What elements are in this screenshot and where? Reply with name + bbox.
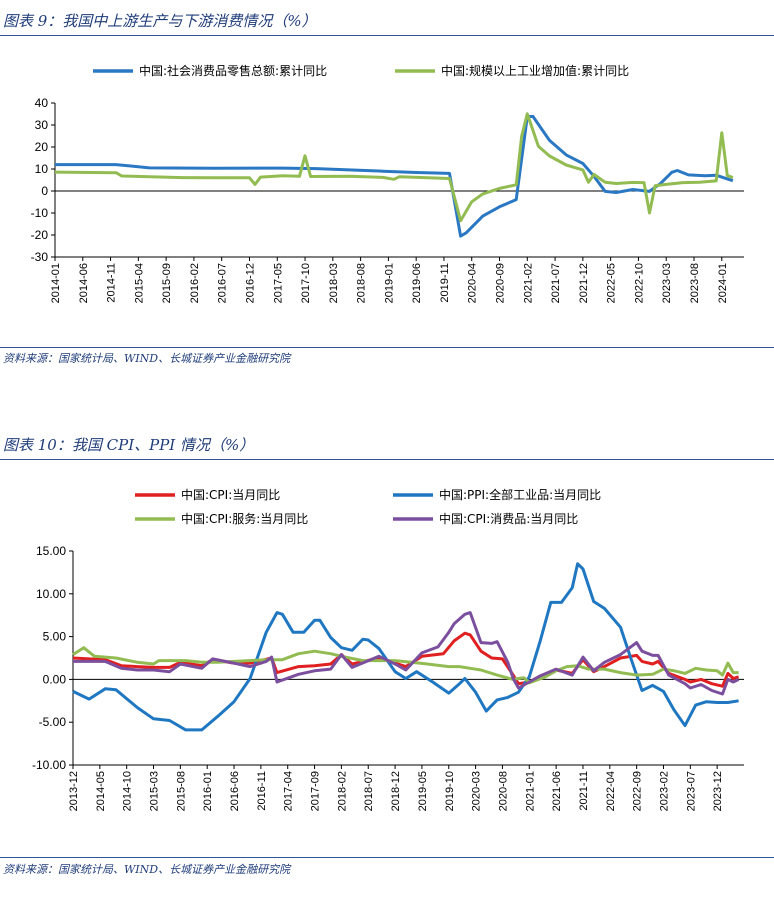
y-tick-label: -10 [31, 206, 49, 220]
y-tick-label: 30 [35, 118, 49, 132]
x-tick-label: 2023-02 [658, 771, 670, 811]
x-tick-label: 2022-09 [632, 771, 644, 811]
x-tick-label: 2016-06 [229, 771, 241, 811]
series-line-2 [54, 112, 734, 223]
x-tick-label: 2018-12 [390, 771, 402, 811]
x-tick-label: 2023-08 [689, 263, 701, 303]
x-tick-label: 2023-07 [685, 771, 697, 811]
chart-2-svg: 中国:CPI:当月同比 中国:PPI:全部工业品:当月同比中国:CPI:服务:当月… [32, 487, 744, 811]
x-tick-label: 2021-02 [522, 263, 534, 303]
legend-label-2: 中国:PPI:全部工业品:当月同比 [439, 487, 601, 502]
y-tick-label: -20 [31, 228, 49, 242]
x-tick-label: 2018-07 [363, 771, 375, 811]
x-tick-label: 2015-03 [149, 771, 161, 811]
x-tick-label: 2015-08 [175, 771, 187, 811]
figure-1-title: 图表 9：我国中上游生产与下游消费情况（%） [3, 12, 317, 30]
y-tick-label: 40 [35, 96, 49, 110]
figure-1-top-rule [0, 35, 774, 36]
legend-label-3: 中国:CPI:服务:当月同比 [181, 511, 308, 526]
figure-2-top-rule [0, 459, 774, 460]
y-tick-label: 5.00 [43, 630, 67, 644]
x-tick-label: 2016-01 [202, 771, 214, 811]
x-tick-label: 2021-06 [551, 771, 563, 811]
x-tick-label: 2018-03 [328, 263, 340, 303]
x-tick-label: 2021-07 [550, 263, 562, 303]
x-tick-label: 2015-09 [161, 263, 173, 303]
y-tick-label: 0.00 [43, 672, 67, 686]
x-tick-label: 2013-12 [68, 771, 80, 811]
x-tick-label: 2016-12 [244, 263, 256, 303]
x-tick-label: 2016-02 [189, 263, 201, 303]
x-tick-label: 2019-11 [439, 263, 451, 303]
y-tick-label: 10.00 [36, 587, 66, 601]
y-tick-label: 10 [35, 162, 49, 176]
figure-1-source: 资料来源：国家统计局、WIND、长城证券产业金融研究院 [3, 352, 291, 365]
x-tick-label: 2019-06 [411, 263, 423, 303]
x-tick-label: 2019-10 [444, 771, 456, 811]
y-tick-label: -30 [31, 250, 49, 264]
chart-1-legend: 中国:社会消费品零售总额:累计同比 中国:规模以上工业增加值:累计同比 [93, 63, 629, 78]
y-tick-label: -10.00 [32, 758, 66, 772]
x-tick-label: 2018-02 [336, 771, 348, 811]
y-tick-label: 0 [41, 184, 48, 198]
x-tick-label: 2019-05 [417, 771, 429, 811]
x-tick-label: 2017-05 [272, 263, 284, 303]
x-tick-label: 2020-08 [497, 771, 509, 811]
legend-label-4: 中国:CPI:消费品:当月同比 [439, 511, 578, 526]
x-tick-label: 2014-06 [78, 263, 90, 303]
x-tick-label: 2015-04 [133, 263, 145, 303]
legend-label-1: 中国:社会消费品零售总额:累计同比 [139, 63, 327, 78]
x-tick-label: 2021-11 [578, 771, 590, 811]
figure-2-title: 图表 10：我国 CPI、PPI 情况（%） [3, 436, 255, 454]
x-tick-label: 2022-04 [605, 771, 617, 811]
x-tick-label: 2021-12 [578, 263, 590, 303]
chart-2-series [72, 562, 740, 732]
x-tick-label: 2024-01 [717, 263, 729, 303]
x-tick-label: 2020-09 [495, 263, 507, 303]
x-tick-label: 2016-07 [217, 263, 229, 303]
legend-label-1: 中国:CPI:当月同比 [181, 487, 280, 502]
x-tick-label: 2022-10 [633, 263, 645, 303]
x-tick-label: 2017-10 [300, 263, 312, 303]
x-tick-label: 2020-03 [471, 771, 483, 811]
y-tick-label: -5.00 [39, 715, 67, 729]
x-tick-label: 2023-03 [661, 263, 673, 303]
figure-2-bottom-rule [0, 857, 774, 858]
x-tick-label: 2018-08 [356, 263, 368, 303]
x-tick-label: 2017-09 [310, 771, 322, 811]
figure-2-source: 资料来源：国家统计局、WIND、长城证券产业金融研究院 [3, 863, 291, 876]
x-tick-label: 2022-05 [606, 263, 618, 303]
x-tick-label: 2023-12 [712, 771, 724, 811]
x-tick-label: 2019-01 [383, 263, 395, 303]
x-tick-label: 2014-05 [95, 771, 107, 811]
series-line-1 [55, 114, 734, 238]
x-tick-label: 2014-10 [122, 771, 134, 811]
x-tick-label: 2021-01 [524, 771, 536, 811]
chart-1-svg: 中国:社会消费品零售总额:累计同比 中国:规模以上工业增加值:累计同比 40 30 2… [31, 63, 744, 303]
x-tick-label: 2014-11 [106, 263, 118, 303]
x-tick-label: 2017-04 [283, 771, 295, 811]
x-tick-label: 2016-11 [256, 771, 268, 811]
chart-1-series [54, 112, 734, 238]
series-line-3 [72, 646, 739, 685]
series-line-4 [73, 611, 740, 696]
chart-2-legend: 中国:CPI:当月同比 中国:PPI:全部工业品:当月同比中国:CPI:服务:当月… [135, 487, 601, 526]
figure-1-bottom-rule [0, 347, 774, 348]
y-tick-label: 15.00 [36, 544, 66, 558]
y-tick-label: 20 [35, 140, 49, 154]
x-tick-label: 2014-01 [50, 263, 62, 303]
x-tick-label: 2020-04 [467, 263, 479, 303]
legend-label-2: 中国:规模以上工业增加值:累计同比 [441, 63, 629, 78]
